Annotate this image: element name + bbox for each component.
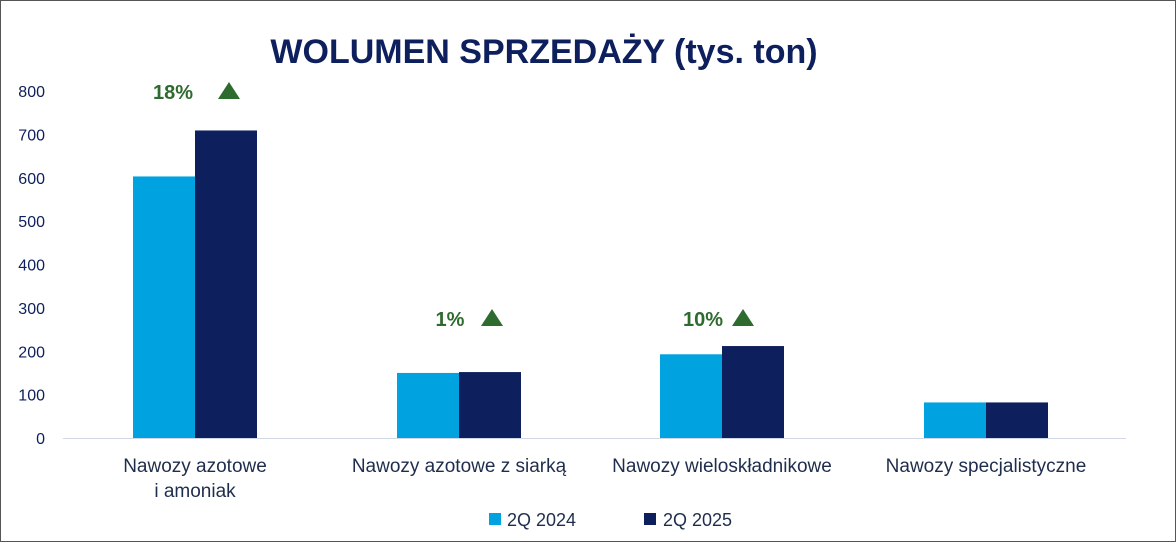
up-triangle-icon: [481, 309, 503, 326]
bar-series: [133, 130, 1048, 439]
growth-annotations: 18% 1% 10%: [153, 82, 754, 331]
growth-label: 10%: [683, 309, 723, 331]
x-axis-categories: Nawozy azotowe i amoniak Nawozy azotowe z …: [123, 456, 1086, 502]
y-tick-label: 300: [18, 301, 45, 318]
up-triangle-icon: [732, 309, 754, 326]
bar-2025-1: [459, 372, 521, 438]
category-label: Nawozy wieloskładnikowe: [612, 456, 832, 477]
legend-swatch-2025: [644, 513, 656, 525]
y-tick-label: 200: [18, 344, 45, 361]
legend-label: 2Q 2025: [663, 510, 732, 530]
legend-swatch-2024: [489, 513, 501, 525]
bar-2025-3: [986, 402, 1048, 438]
bar-2024-3: [924, 402, 986, 438]
y-axis: 0 100 200 300 400 500 600 700 800: [18, 84, 1126, 448]
y-tick-label: 700: [18, 127, 45, 144]
growth-label: 18%: [153, 82, 193, 104]
y-tick-label: 0: [36, 431, 45, 448]
bar-2024-1: [397, 372, 459, 438]
category-label: i amoniak: [154, 481, 236, 502]
y-tick-label: 400: [18, 258, 45, 275]
y-tick-label: 100: [18, 388, 45, 405]
chart-title: WOLUMEN SPRZEDAŻY (tys. ton): [270, 33, 817, 71]
y-tick-label: 600: [18, 171, 45, 188]
growth-label: 1%: [436, 309, 465, 331]
category-label: Nawozy azotowe z siarką: [352, 456, 567, 477]
legend-label: 2Q 2024: [507, 510, 576, 530]
legend: 2Q 2024 2Q 2025: [489, 510, 732, 530]
bar-2025-0: [195, 130, 257, 438]
bar-2024-0: [133, 176, 195, 439]
up-triangle-icon: [218, 82, 240, 99]
y-tick-label: 800: [18, 84, 45, 101]
category-label: Nawozy azotowe: [123, 456, 267, 477]
y-tick-label: 500: [18, 214, 45, 231]
bar-2025-2: [722, 346, 784, 438]
bar-2024-2: [660, 354, 722, 438]
category-label: Nawozy specjalistyczne: [886, 456, 1087, 477]
